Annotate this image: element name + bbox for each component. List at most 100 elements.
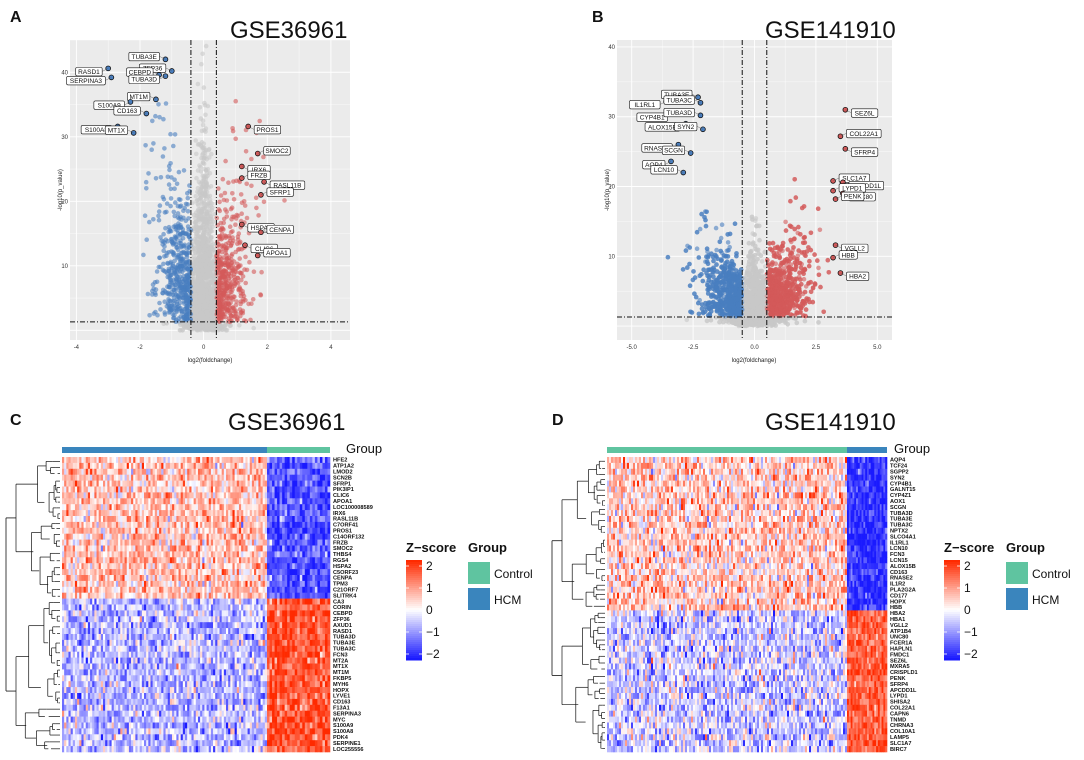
data-point xyxy=(211,247,216,253)
data-point xyxy=(201,233,207,238)
data-point xyxy=(230,126,235,131)
data-point xyxy=(168,292,173,297)
data-point xyxy=(251,269,257,275)
data-point xyxy=(199,128,205,134)
data-point xyxy=(178,250,184,256)
gene-label-text: FRZB xyxy=(251,173,268,180)
data-point xyxy=(197,163,202,168)
data-point xyxy=(247,259,252,265)
data-point xyxy=(237,323,242,328)
data-point xyxy=(143,179,149,185)
gene-label-text: CENPA xyxy=(269,227,292,234)
data-point xyxy=(238,192,244,197)
data-point xyxy=(208,280,213,286)
data-point xyxy=(714,247,719,253)
data-point xyxy=(201,239,206,245)
data-point xyxy=(198,288,203,294)
data-point xyxy=(684,317,690,323)
data-point xyxy=(223,314,228,320)
data-point xyxy=(254,205,259,211)
data-point xyxy=(223,250,228,256)
data-point xyxy=(203,126,209,131)
x-tick-label: 2 xyxy=(266,345,270,351)
data-point xyxy=(235,247,241,252)
data-point xyxy=(175,279,180,285)
data-point xyxy=(168,196,174,201)
data-point xyxy=(191,263,197,269)
data-point xyxy=(224,257,229,262)
data-point xyxy=(145,291,151,297)
data-point xyxy=(151,311,157,316)
data-point xyxy=(179,284,184,290)
data-point xyxy=(231,197,237,202)
data-point xyxy=(160,154,166,159)
data-point xyxy=(249,156,254,162)
data-point xyxy=(198,169,204,174)
data-point xyxy=(229,295,234,301)
data-point xyxy=(206,238,211,244)
data-point xyxy=(147,313,152,318)
data-point xyxy=(144,237,149,242)
data-point xyxy=(182,307,187,312)
data-point xyxy=(198,264,204,269)
data-point xyxy=(691,269,696,274)
data-point xyxy=(803,307,809,312)
labeled-point xyxy=(258,229,264,236)
data-point xyxy=(817,227,823,233)
data-point xyxy=(239,277,244,283)
data-point xyxy=(240,291,246,297)
data-point xyxy=(217,281,223,287)
data-point xyxy=(185,280,190,285)
data-point xyxy=(228,274,234,279)
data-point xyxy=(164,290,169,295)
data-point xyxy=(212,304,218,310)
data-point xyxy=(206,270,212,275)
data-point xyxy=(198,209,204,215)
data-point xyxy=(239,211,244,216)
data-point xyxy=(179,217,184,222)
data-point xyxy=(218,193,224,198)
data-point xyxy=(752,232,757,237)
data-point xyxy=(207,197,213,202)
data-point xyxy=(194,213,199,218)
data-point xyxy=(176,293,181,298)
data-point xyxy=(229,217,234,222)
data-point xyxy=(158,175,164,180)
data-point xyxy=(282,198,287,203)
data-point xyxy=(816,265,821,271)
data-point xyxy=(144,186,149,191)
data-point xyxy=(170,242,176,247)
data-point xyxy=(234,299,239,304)
data-point xyxy=(200,122,206,128)
data-point xyxy=(222,275,228,280)
data-point xyxy=(202,302,207,307)
data-point xyxy=(185,266,191,272)
data-point xyxy=(161,116,166,122)
data-point xyxy=(704,259,710,264)
data-point xyxy=(163,225,168,231)
data-point xyxy=(141,252,146,258)
data-point xyxy=(237,307,243,312)
data-point xyxy=(225,261,230,267)
data-point xyxy=(224,209,229,214)
data-point xyxy=(193,194,199,199)
data-point xyxy=(201,141,207,147)
data-point xyxy=(201,85,207,90)
data-point xyxy=(180,263,186,269)
data-point xyxy=(243,149,249,154)
data-point xyxy=(157,203,163,208)
data-point xyxy=(151,141,156,146)
data-point xyxy=(194,151,199,157)
data-point xyxy=(162,299,167,305)
data-point xyxy=(219,244,224,249)
data-point xyxy=(171,143,176,149)
data-point xyxy=(168,131,173,137)
data-point xyxy=(176,316,181,321)
data-point xyxy=(146,171,151,176)
data-point xyxy=(209,151,214,157)
data-point xyxy=(202,282,207,288)
labeled-point xyxy=(162,56,169,63)
data-point xyxy=(181,168,187,173)
data-point xyxy=(204,157,209,162)
data-point xyxy=(164,303,170,309)
